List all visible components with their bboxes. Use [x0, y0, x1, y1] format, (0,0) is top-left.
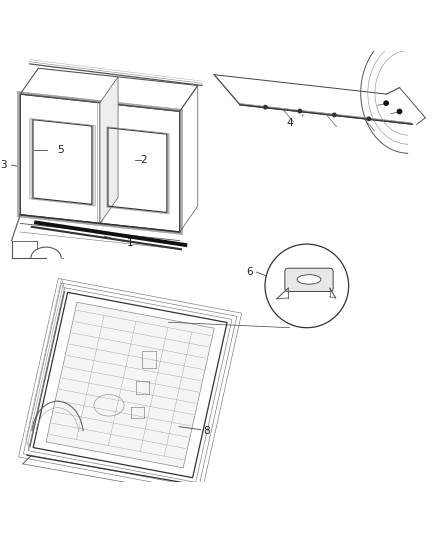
Text: 5: 5	[57, 145, 63, 155]
Circle shape	[332, 113, 336, 117]
Text: 6: 6	[246, 266, 252, 277]
Text: 3: 3	[0, 160, 7, 170]
FancyBboxPatch shape	[284, 268, 332, 292]
Text: 7: 7	[335, 289, 342, 300]
Circle shape	[297, 109, 301, 113]
Circle shape	[366, 117, 370, 120]
Circle shape	[265, 244, 348, 328]
Circle shape	[263, 106, 266, 109]
Text: 4: 4	[286, 118, 292, 127]
Ellipse shape	[297, 274, 320, 284]
Text: 8: 8	[203, 426, 210, 436]
Polygon shape	[46, 302, 214, 468]
Circle shape	[311, 278, 314, 280]
Text: 1: 1	[127, 238, 133, 248]
Circle shape	[396, 109, 401, 114]
Polygon shape	[100, 77, 118, 223]
Circle shape	[383, 101, 388, 106]
Circle shape	[309, 276, 316, 282]
Circle shape	[311, 277, 315, 281]
Text: 2: 2	[140, 155, 147, 165]
